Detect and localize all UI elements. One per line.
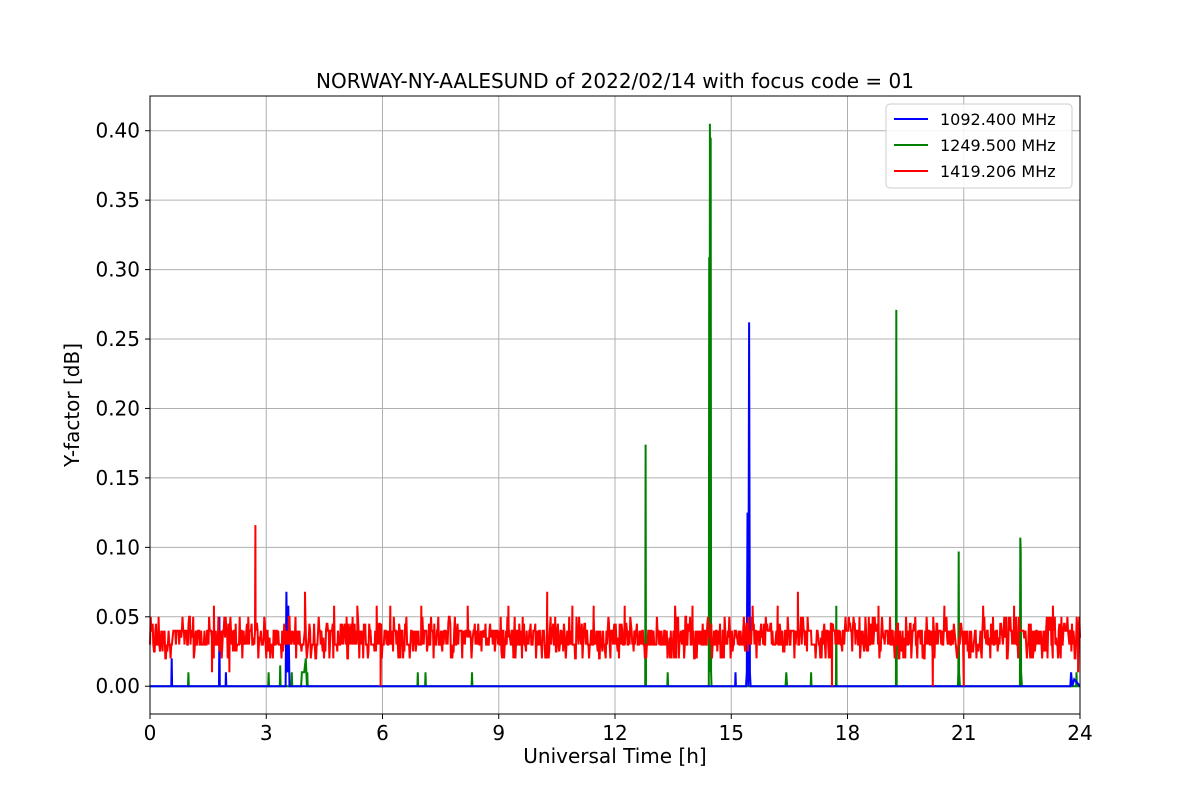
- x-tick-label: 21: [951, 721, 976, 745]
- series-line-2: [149, 525, 1081, 687]
- x-tick-label: 0: [144, 721, 157, 745]
- y-axis-label: Y-factor [dB]: [60, 343, 84, 468]
- y-axis-ticks: 0.00 0.05 0.10 0.15 0.20 0.25 0.30 0.35 0.40: [95, 119, 150, 698]
- y-tick-label: 0.00: [95, 674, 140, 698]
- legend-box: [885, 103, 1073, 189]
- legend-label-1092: 1092.400 MHz: [940, 110, 1056, 129]
- x-tick-label: 18: [835, 721, 860, 745]
- x-tick-label: 9: [492, 721, 505, 745]
- x-tick-label: 6: [376, 721, 389, 745]
- x-axis-ticks: 0 3 6 9 12 15 18 21 24: [144, 714, 1093, 745]
- y-tick-label: 0.20: [95, 396, 140, 420]
- legend-label-1419: 1419.206 MHz: [940, 162, 1056, 181]
- legend: 1092.400 MHz 1249.500 MHz 1419.206 MHz: [885, 103, 1073, 189]
- y-tick-label: 0.40: [95, 119, 140, 143]
- series-layer: [149, 123, 1081, 688]
- y-tick-label: 0.05: [95, 605, 140, 629]
- y-tick-label: 0.10: [95, 535, 140, 559]
- x-tick-label: 15: [719, 721, 744, 745]
- legend-label-1249: 1249.500 MHz: [940, 136, 1056, 155]
- y-tick-label: 0.25: [95, 327, 140, 351]
- x-axis-label: Universal Time [h]: [523, 744, 706, 768]
- y-tick-label: 0.35: [95, 188, 140, 212]
- y-tick-label: 0.30: [95, 258, 140, 282]
- x-tick-label: 24: [1067, 721, 1092, 745]
- y-tick-label: 0.15: [95, 466, 140, 490]
- x-tick-label: 3: [260, 721, 273, 745]
- chart-title: NORWAY-NY-AALESUND of 2022/02/14 with fo…: [316, 69, 914, 93]
- x-tick-label: 12: [602, 721, 627, 745]
